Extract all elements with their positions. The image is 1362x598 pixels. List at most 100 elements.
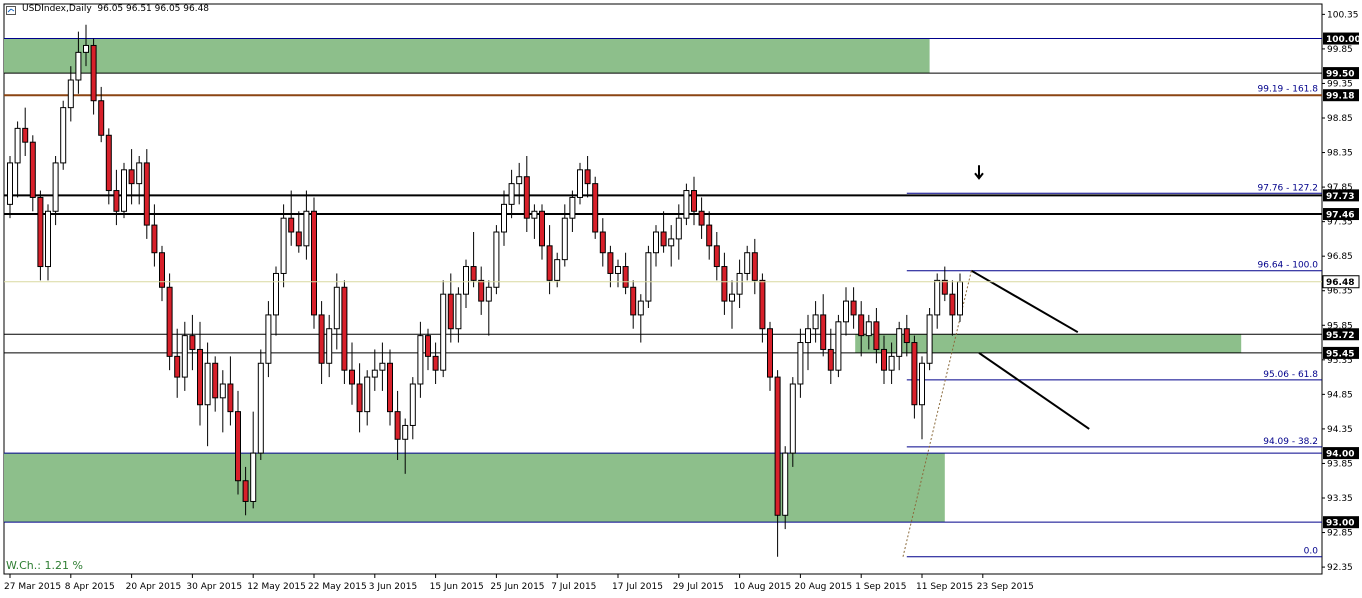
y-tick-label: 98.85 xyxy=(1327,114,1353,124)
fib-label: 97.76 - 127.2 xyxy=(1258,183,1319,193)
bear-candle xyxy=(660,231,667,247)
symbol-label: USDIndex,Daily xyxy=(22,4,92,14)
x-tick-label: 17 Jul 2015 xyxy=(612,582,663,592)
bear-candle xyxy=(622,266,629,288)
bull-candle xyxy=(934,279,941,316)
bull-candle xyxy=(645,252,652,302)
bear-candle xyxy=(37,196,44,268)
bear-candle xyxy=(174,355,181,378)
bull-candle xyxy=(257,362,264,454)
y-tick-label: 96.35 xyxy=(1327,287,1353,297)
x-tick-label: 1 Sep 2015 xyxy=(855,582,906,592)
bull-candle xyxy=(516,176,523,185)
bull-candle xyxy=(637,300,644,316)
bull-candle xyxy=(919,362,925,406)
price-label: 97.46 xyxy=(1326,211,1354,221)
bull-candle xyxy=(326,328,333,364)
bear-candle xyxy=(295,231,302,247)
bear-candle xyxy=(478,279,485,302)
bear-candle xyxy=(698,210,705,226)
bull-candle xyxy=(371,369,378,378)
bull-candle xyxy=(888,355,895,371)
price-label-box xyxy=(1323,447,1359,460)
bull-candle xyxy=(440,293,447,371)
x-tick-label: 15 Jun 2015 xyxy=(430,582,484,592)
bear-candle xyxy=(159,252,165,288)
bear-candle xyxy=(949,293,956,316)
price-label-box xyxy=(1323,516,1359,529)
bull-candle xyxy=(729,293,735,302)
bear-candle xyxy=(599,231,606,254)
bull-candle xyxy=(52,162,59,212)
trendline xyxy=(978,352,1090,430)
fib-label: 99.19 - 161.8 xyxy=(1258,85,1319,95)
bear-candle xyxy=(197,348,203,406)
x-tick-label: 12 May 2015 xyxy=(247,582,306,592)
bear-candle xyxy=(387,362,393,413)
bear-candle xyxy=(592,183,599,233)
bear-candle xyxy=(751,252,758,281)
fib-label: 0.0 xyxy=(1304,547,1319,557)
chart-symbol-icon xyxy=(6,6,16,15)
price-label-box xyxy=(1323,346,1359,359)
bull-candle xyxy=(379,362,386,371)
price-label: 97.73 xyxy=(1326,192,1354,202)
y-tick-label: 97.35 xyxy=(1327,218,1353,228)
y-tick-label: 92.85 xyxy=(1327,529,1353,539)
x-tick-label: 22 May 2015 xyxy=(308,582,367,592)
bull-candle xyxy=(812,314,819,330)
bull-candle xyxy=(569,196,576,219)
price-label-box xyxy=(1323,328,1359,341)
bear-candle xyxy=(227,383,234,413)
bear-candle xyxy=(166,286,173,357)
bear-candle xyxy=(873,321,880,350)
bull-candle xyxy=(668,238,675,247)
bull-candle xyxy=(75,51,82,81)
bear-candle xyxy=(318,314,325,364)
x-tick-label: 11 Sep 2015 xyxy=(916,582,973,592)
x-tick-label: 23 Sep 2015 xyxy=(977,582,1034,592)
y-tick-label: 98.35 xyxy=(1327,149,1353,159)
bear-candle xyxy=(470,266,477,281)
bear-candle xyxy=(759,279,766,330)
bear-candle xyxy=(235,411,241,482)
bull-candle xyxy=(409,383,416,426)
price-label: 94.00 xyxy=(1326,450,1354,460)
support-zone xyxy=(4,38,930,74)
price-label: 95.72 xyxy=(1326,331,1354,341)
bear-candle xyxy=(881,348,887,371)
bull-candle xyxy=(554,259,561,281)
bear-candle xyxy=(143,162,150,226)
bear-candle xyxy=(105,134,112,192)
y-tick-label: 95.35 xyxy=(1327,356,1353,366)
bull-candle xyxy=(835,321,842,371)
y-tick-label: 93.85 xyxy=(1327,459,1353,469)
bull-candle xyxy=(675,217,682,240)
x-tick-label: 8 Apr 2015 xyxy=(65,582,115,592)
bull-candle xyxy=(957,281,963,316)
price-label-box xyxy=(1323,208,1359,221)
bear-candle xyxy=(425,335,431,357)
y-tick-label: 96.85 xyxy=(1327,252,1353,262)
bear-candle xyxy=(394,411,401,440)
down-arrow-icon xyxy=(974,165,984,180)
bull-candle xyxy=(333,286,340,330)
bear-candle xyxy=(22,127,29,143)
bull-candle xyxy=(45,210,51,268)
bull-candle xyxy=(219,383,226,399)
price-label-box xyxy=(1323,89,1359,102)
bull-candle xyxy=(789,383,796,454)
bull-candle xyxy=(501,203,507,233)
bull-candle xyxy=(744,252,751,274)
bull-candle xyxy=(843,300,849,323)
bull-candle xyxy=(455,293,462,330)
bear-candle xyxy=(630,286,637,316)
x-tick-label: 27 Mar 2015 xyxy=(4,582,61,592)
price-label: 99.50 xyxy=(1326,70,1354,80)
bear-candle xyxy=(447,293,454,330)
y-tick-label: 94.85 xyxy=(1327,390,1353,400)
bull-candle xyxy=(402,424,409,440)
bear-candle xyxy=(850,300,857,316)
bear-candle xyxy=(29,141,36,198)
bear-candle xyxy=(356,383,363,413)
